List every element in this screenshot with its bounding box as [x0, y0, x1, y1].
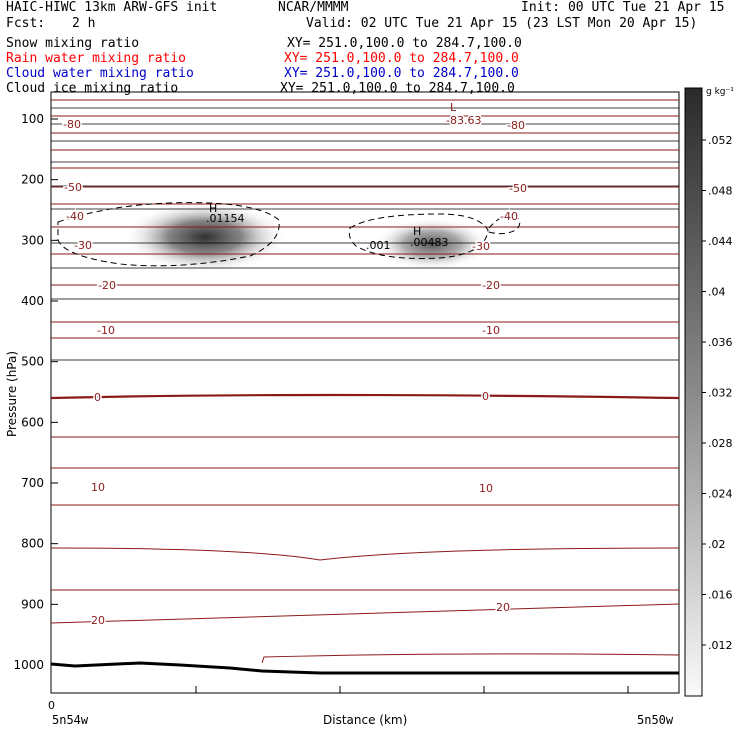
colorbar-tick-label: .024 — [708, 488, 733, 501]
mixing-ratio-shading-2 — [374, 218, 490, 270]
y-tick-label: 900 — [21, 597, 44, 611]
colorbar-tick-label: .048 — [708, 185, 733, 198]
colorbar-tick-label: .012 — [708, 639, 733, 652]
plot-frame — [50, 91, 680, 694]
y-tick-label: 700 — [21, 476, 44, 490]
x-right-label: 5n50w — [637, 713, 674, 727]
high-value-1: .01154 — [206, 212, 245, 225]
model-title: HAIC-HIWC 13km ARW-GFS init — [6, 0, 218, 15]
org-label: NCAR/MMMM — [278, 0, 349, 15]
temp-label-0-left: 0 — [94, 391, 101, 404]
temperature-contour — [261, 653, 680, 664]
field-rain-xy: XY= 251.0,100.0 to 284.7,100.0 — [284, 51, 519, 66]
colorbar-tick-label: .044 — [708, 235, 733, 248]
field-cloudwater-name: Cloud water mixing ratio — [6, 66, 194, 81]
terrain-line — [50, 661, 679, 675]
temp-label-minus40-right: -40 — [500, 210, 518, 223]
fcst-value: 2 h — [72, 16, 96, 31]
colorbar-unit: g kg⁻¹ — [706, 87, 734, 97]
y-axis-title: Pressure (hPa) — [5, 351, 19, 437]
field-snow-xy: XY= 251.0,100.0 to 284.7,100.0 — [287, 36, 522, 51]
y-tick-label: 600 — [21, 415, 44, 429]
colorbar-tick-label: .02 — [708, 538, 726, 551]
temp-label-minus10-right: -10 — [482, 324, 500, 337]
high-marker-2: H — [413, 225, 421, 238]
field-rain-name: Rain water mixing ratio — [6, 51, 187, 66]
fcst-label: Fcst: — [6, 16, 46, 31]
temperature-contour — [50, 603, 680, 624]
temp-label-20-right: 20 — [496, 601, 510, 614]
field-cloudwater-xy: XY= 251.0,100.0 to 284.7,100.0 — [284, 66, 519, 81]
contour-label-001: .001 — [366, 239, 391, 252]
temp-label-minus80-left: -80 — [63, 118, 81, 131]
mixing-ratio-shading-1 — [123, 201, 287, 273]
temp-label-10-right: 10 — [479, 482, 493, 495]
y-tick-label: 200 — [21, 173, 44, 187]
colorbar-tick-label: .036 — [708, 336, 733, 349]
zero-degree-contour — [50, 393, 680, 400]
x-axis-title: Distance (km) — [323, 713, 407, 727]
temp-label-minus50-left: -50 — [64, 181, 82, 194]
field-snow-name: Snow mixing ratio — [6, 36, 140, 51]
low-marker: L — [450, 101, 457, 114]
temp-label-0-right: 0 — [482, 390, 489, 403]
y-tick-label: 400 — [21, 294, 44, 308]
colorbar — [684, 87, 703, 697]
y-tick-label: 800 — [21, 537, 44, 551]
snow-contour-right — [348, 213, 489, 259]
snow-contour-far-right — [488, 214, 521, 235]
y-tick-label: 1000 — [13, 658, 44, 672]
x-tick-label: 0 — [48, 699, 55, 712]
temp-label-minus40-left: -40 — [66, 210, 84, 223]
init-time: Init: 00 UTC Tue 21 Apr 15 — [521, 0, 725, 15]
temp-label-minus80-right: -80 — [507, 119, 525, 132]
high-marker-1: H — [209, 202, 217, 215]
colorbar-tick-label: .016 — [708, 589, 733, 602]
temp-label-minus50-right: -50 — [509, 182, 527, 195]
y-tick-label: 100 — [21, 112, 44, 126]
temp-label-minus20-right: -20 — [482, 279, 500, 292]
temp-label-minus10-left: -10 — [97, 324, 115, 337]
colorbar-tick-label: .028 — [708, 437, 733, 450]
high-value-2: .00483 — [410, 236, 449, 249]
temperature-contour — [50, 547, 680, 561]
low-value: -83.63 — [446, 114, 481, 127]
x-left-label: 5n54w — [52, 713, 89, 727]
temp-label-minus20-left: -20 — [98, 279, 116, 292]
temp-label-minus30-right: -30 — [472, 240, 490, 253]
temp-label-10-left: 10 — [91, 481, 105, 494]
valid-time: Valid: 02 UTC Tue 21 Apr 15 (23 LST Mon … — [306, 16, 698, 31]
colorbar-tick-label: .032 — [708, 387, 733, 400]
y-tick-label: 500 — [21, 355, 44, 369]
y-tick-label: 300 — [21, 233, 44, 247]
temp-label-minus30-left: -30 — [74, 239, 92, 252]
snow-contour-left — [57, 202, 280, 267]
colorbar-tick-label: .04 — [708, 286, 726, 299]
temp-label-20-left: 20 — [91, 614, 105, 627]
colorbar-tick-label: .052 — [708, 134, 733, 147]
